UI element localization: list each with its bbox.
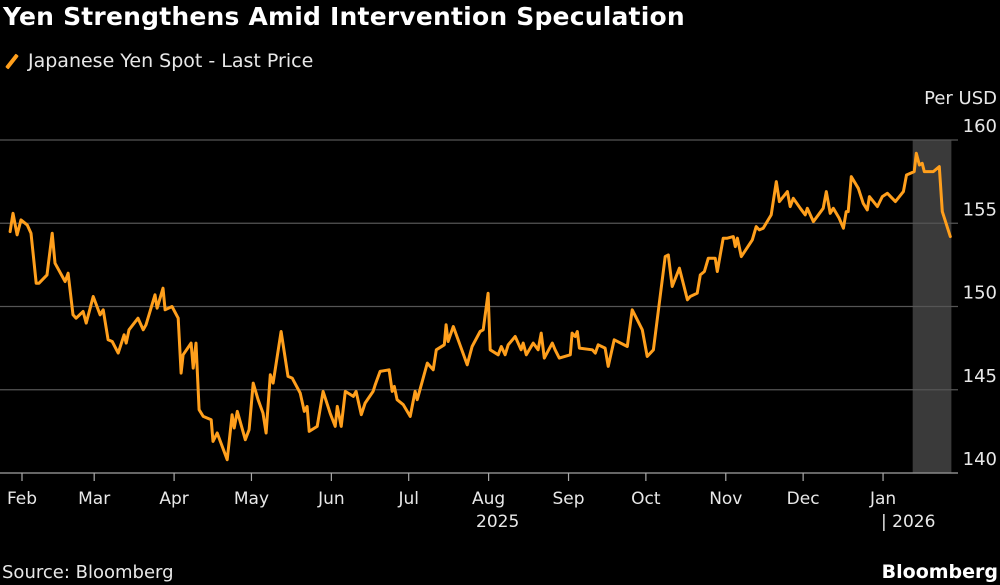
x-tick-label-Jul: Jul bbox=[397, 489, 419, 509]
x-tick-label-May: May bbox=[234, 489, 269, 509]
chart-title: Yen Strengthens Amid Intervention Specul… bbox=[3, 2, 685, 31]
y-tick-label-140: 140 bbox=[963, 449, 997, 470]
year-label-2025: 2025 bbox=[476, 512, 519, 532]
y-tick-label-150: 150 bbox=[963, 283, 997, 304]
x-tick-label-Mar: Mar bbox=[78, 489, 110, 509]
x-tick-label-Aug: Aug bbox=[472, 489, 505, 509]
x-tick-label-Oct: Oct bbox=[631, 489, 661, 509]
x-tick-label-Apr: Apr bbox=[159, 489, 188, 509]
x-tick-label-Nov: Nov bbox=[709, 489, 742, 509]
x-tick-label-Feb: Feb bbox=[7, 489, 37, 509]
year-label-2026: | 2026 bbox=[881, 512, 935, 532]
x-tick-label-Dec: Dec bbox=[787, 489, 820, 509]
source-note: Source: Bloomberg bbox=[2, 562, 174, 583]
x-tick-label-Sep: Sep bbox=[553, 489, 585, 509]
legend: Japanese Yen Spot - Last Price bbox=[4, 50, 313, 72]
legend-label: Japanese Yen Spot - Last Price bbox=[28, 50, 314, 72]
y-axis-label: Per USD bbox=[924, 88, 997, 109]
x-tick-label-Jun: Jun bbox=[317, 489, 345, 509]
y-tick-label-160: 160 bbox=[963, 116, 997, 137]
series-line-yen-spot bbox=[8, 151, 952, 462]
brand-logo: Bloomberg bbox=[881, 561, 998, 583]
x-tick-label-Jan: Jan bbox=[869, 489, 896, 509]
y-tick-label-145: 145 bbox=[963, 366, 997, 387]
y-tick-label-155: 155 bbox=[963, 199, 997, 220]
